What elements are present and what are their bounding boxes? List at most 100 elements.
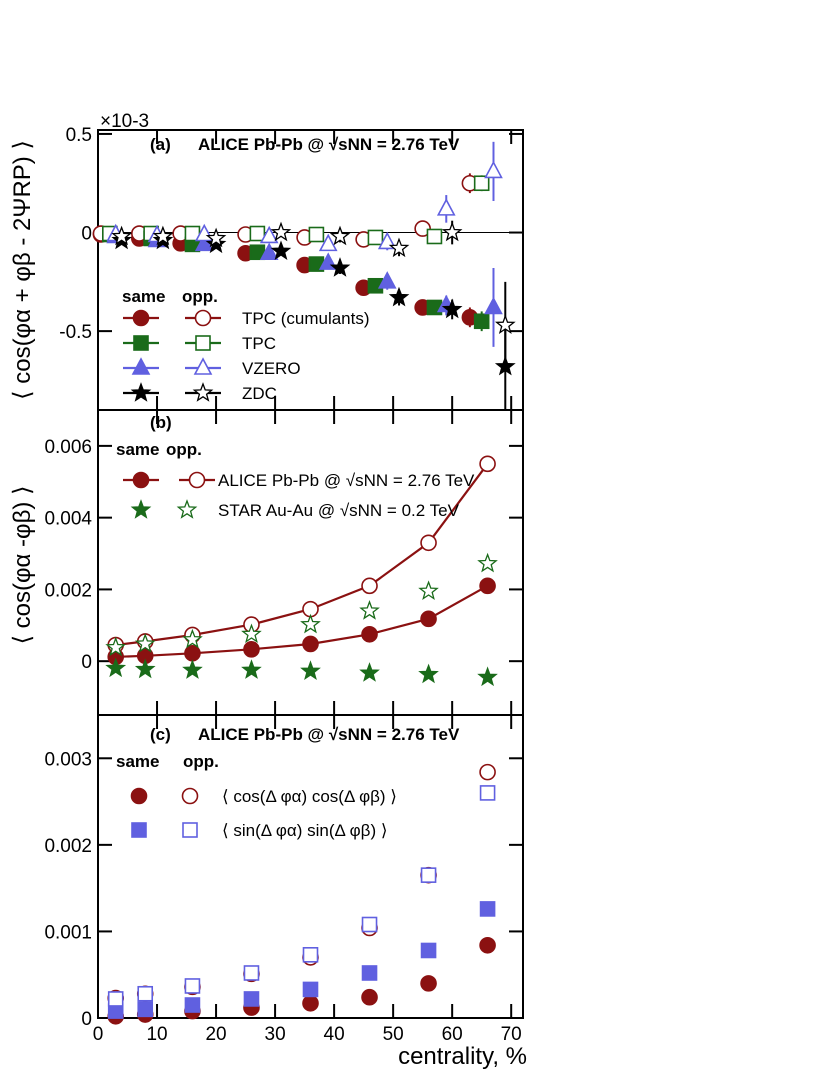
data-point-0-5-4 — [318, 233, 338, 252]
data-point-0-4-5 — [377, 271, 397, 289]
panel-a-legend-same: same — [122, 287, 165, 306]
data-point-2-0-6 — [420, 975, 437, 992]
x-tick-label-0: 0 — [93, 1024, 104, 1045]
panel-a-title: ALICE Pb-Pb @ √sNN = 2.76 TeV — [198, 135, 460, 154]
data-point-0-3-3 — [249, 225, 266, 242]
data-point-0-5-5 — [377, 231, 397, 250]
data-point-2-3-0 — [107, 991, 124, 1007]
data-point-1-0-6 — [420, 610, 437, 628]
data-point-1-2-7 — [477, 666, 498, 687]
panel-c-label: (c) — [150, 725, 171, 744]
data-point-1-0-4 — [302, 635, 319, 653]
data-point-1-1-7 — [479, 455, 496, 473]
y-tick-label-0-0: 0.5 — [66, 125, 92, 146]
data-point-0-3-5 — [367, 229, 384, 246]
panel-c-legend-0-label: ⟨ cos(Δ φα) cos(Δ φβ) ⟩ — [222, 787, 397, 806]
panel-b-ylabel: ⟨ cos(φα -φβ) ⟩ — [9, 486, 36, 645]
panel-a-legend-3-marker-opp — [192, 382, 214, 402]
y-tick-label-1-0: 0.006 — [44, 437, 92, 458]
data-point-2-2-7 — [479, 901, 496, 917]
data-point-0-6-4 — [329, 257, 351, 277]
data-point-2-2-5 — [361, 965, 378, 981]
data-point-2-2-2 — [184, 997, 201, 1013]
panel-b-legend-0-label: ALICE Pb-Pb @ √sNN = 2.76 TeV — [218, 471, 475, 490]
panel-c-legend-0-marker-opp — [181, 787, 199, 805]
panel-b-legend-1-label: STAR Au-Au @ √sNN = 0.2 TeV — [218, 501, 460, 520]
data-point-1-0-2 — [184, 644, 201, 662]
x-tick-label-5: 50 — [383, 1024, 404, 1045]
panel-a-legend-2-marker-opp — [193, 357, 213, 375]
panel-a-legend-1-label: TPC — [242, 334, 276, 353]
data-point-0-5-6 — [436, 198, 456, 216]
y-tick-label-0-2: -0.5 — [59, 322, 92, 343]
data-point-2-2-6 — [420, 942, 437, 959]
data-point-1-2-2 — [182, 659, 203, 679]
data-point-2-3-6 — [420, 867, 437, 883]
data-point-2-3-4 — [302, 947, 319, 963]
data-point-0-4-3 — [259, 242, 279, 261]
data-point-1-2-3 — [241, 659, 262, 679]
y-tick-label-1-1: 0.004 — [44, 509, 92, 530]
panel-a-legend-3-marker-same — [130, 382, 152, 402]
data-point-1-3-5 — [359, 600, 380, 620]
panel-b-legend-1-marker-opp — [176, 499, 198, 519]
data-point-1-3-0 — [105, 636, 127, 657]
y-tick-label-2-0: 0.003 — [44, 749, 92, 770]
data-point-1-0-5 — [361, 625, 378, 643]
data-point-2-0-4 — [302, 994, 319, 1012]
data-point-1-3-2 — [182, 628, 203, 649]
data-point-2-3-3 — [243, 965, 260, 981]
data-point-2-3-2 — [184, 978, 201, 994]
panel-a-legend-3-label: ZDC — [242, 384, 277, 403]
panel-b-label: (b) — [150, 413, 172, 432]
data-point-1-3-3 — [241, 623, 262, 644]
panel-a-legend-0-marker-same — [132, 309, 150, 327]
panel-a-ylabel: ⟨ cos(φα + φβ - 2ΨRP) ⟩ — [9, 140, 36, 400]
data-point-2-2-4 — [302, 981, 319, 998]
panel-a-legend-0-label: TPC (cumulants) — [242, 309, 370, 328]
panel-a-legend-2-marker-same — [131, 357, 151, 375]
x-tick-label-3: 30 — [265, 1024, 286, 1045]
data-point-1-2-5 — [359, 662, 380, 682]
y-tick-label-2-2: 0.001 — [44, 922, 92, 943]
data-point-0-6-5 — [388, 286, 410, 307]
data-point-2-2-3 — [243, 991, 260, 1007]
panel-a-legend-1-marker-same — [133, 335, 149, 351]
panel-c-legend-same: same — [116, 752, 159, 771]
panel-a-legend-2-label: VZERO — [242, 359, 301, 378]
data-point-2-0-5 — [361, 988, 378, 1006]
panel-c-title: ALICE Pb-Pb @ √sNN = 2.76 TeV — [198, 725, 460, 744]
x-tick-label-2: 20 — [205, 1024, 226, 1045]
data-point-0-7-5 — [388, 237, 410, 258]
data-point-1-0-7 — [479, 577, 496, 595]
panel-c-legend-opp: opp. — [183, 752, 219, 771]
data-point-0-7-3 — [270, 221, 292, 242]
y-tick-label-1-2: 0.002 — [44, 580, 92, 601]
data-point-0-1-6 — [414, 220, 431, 237]
panel-b-legend-0-marker-opp — [188, 471, 206, 489]
panel-c-legend-1-label: ⟨ sin(Δ φα) sin(Δ φβ) ⟩ — [222, 821, 387, 840]
data-point-0-3-4 — [308, 226, 325, 243]
data-point-2-1-7 — [479, 763, 496, 781]
panel-a-label: (a) — [150, 135, 171, 154]
data-point-2-3-1 — [137, 985, 154, 1002]
panel-b-legend-0-marker-same — [132, 471, 150, 489]
panel-a-legend-0-marker-opp — [194, 309, 212, 327]
data-point-1-3-6 — [418, 580, 439, 601]
data-point-0-3-6 — [426, 228, 443, 245]
x-axis-label: centrality, % — [398, 1043, 527, 1070]
data-point-0-7-6 — [441, 221, 463, 242]
data-point-0-5-7 — [484, 160, 503, 179]
data-point-0-5-3 — [259, 225, 279, 244]
y-tick-label-0-1: 0 — [81, 224, 92, 245]
y-tick-label-2-3: 0 — [81, 1009, 92, 1030]
data-point-1-1-5 — [361, 577, 378, 595]
data-point-0-2-7 — [473, 313, 490, 330]
data-point-1-3-7 — [477, 552, 498, 573]
data-point-0-3-7 — [473, 175, 490, 192]
panel-c-legend-0-marker-same — [130, 787, 148, 805]
data-point-0-2-6 — [426, 299, 443, 316]
data-point-0-6-2 — [205, 233, 227, 254]
y-tick-label-1-3: 0 — [81, 652, 92, 673]
data-point-1-2-0 — [105, 657, 127, 678]
